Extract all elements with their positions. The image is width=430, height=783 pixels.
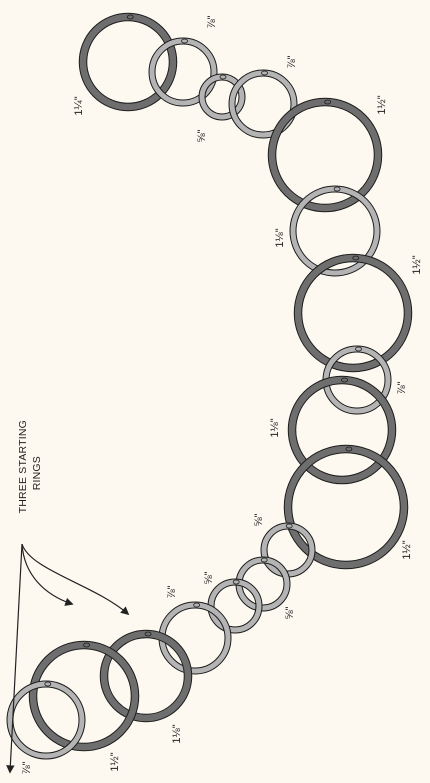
ring-seam	[285, 523, 293, 529]
ring-body	[284, 445, 408, 569]
ring-body	[149, 38, 217, 106]
ring-size-label: 1½"	[109, 752, 121, 771]
rings-layer	[6, 12, 413, 760]
ring-seam	[355, 346, 362, 352]
ring-seam	[232, 579, 240, 585]
ring-16	[28, 640, 140, 752]
ring-seam	[219, 74, 227, 80]
ring-size-label: 1½"	[376, 95, 388, 114]
ring-body	[79, 13, 177, 111]
ring-9	[287, 375, 397, 485]
ring-seam	[193, 602, 201, 608]
ring-seam	[181, 38, 188, 44]
ring-seam	[261, 70, 268, 76]
ring-5	[267, 97, 383, 213]
ring-size-labels: 1¼" ⅞" ⅝" ⅞" 1½" 1⅛" 1½" ⅞" 1⅛" 1½" ⅝" ⅝" ⅝" ⅞" 1⅛" 1½"…	[21, 15, 423, 774]
ring-6	[289, 185, 381, 277]
ring-15	[99, 629, 193, 723]
ring-2	[148, 37, 218, 107]
ring-10	[283, 444, 409, 570]
ring-4	[228, 69, 298, 139]
ring-17	[6, 680, 86, 760]
ring-size-label: ⅞"	[206, 15, 218, 28]
ring-size-label: 1¼"	[73, 96, 85, 115]
ring-size-label: ⅞"	[396, 381, 408, 394]
ring-seam	[126, 14, 134, 20]
ring-7	[293, 253, 413, 373]
ring-size-label: 1⅛"	[269, 418, 281, 437]
ring-size-label: 1½"	[401, 540, 413, 559]
ring-size-label: ⅝"	[284, 606, 296, 619]
callout-arrow-2	[21, 543, 74, 606]
ring-size-label: 1⅛"	[171, 724, 183, 743]
ring-size-label: 1½"	[411, 255, 423, 274]
ring-body	[29, 641, 139, 751]
ring-size-label: ⅞"	[286, 55, 298, 68]
ring-body	[290, 186, 380, 276]
ring-3	[198, 73, 246, 121]
ring-body	[288, 376, 396, 484]
ring-size-label: ⅝"	[203, 571, 215, 584]
ring-body	[199, 74, 245, 120]
ring-seam	[341, 377, 348, 383]
ring-size-label: 1⅛"	[274, 228, 286, 247]
ring-body	[7, 681, 85, 759]
callout-arrow-3	[21, 543, 130, 616]
ring-1	[78, 12, 178, 112]
ring-seam	[44, 681, 52, 687]
ring-seam	[144, 631, 152, 637]
ring-body	[229, 70, 297, 138]
callout-arrow-1	[6, 543, 23, 774]
ring-size-label: ⅝"	[253, 513, 265, 526]
ring-seam	[324, 99, 332, 105]
ring-body	[100, 630, 192, 722]
callout-text-line1: THREE STARTING	[17, 420, 29, 513]
ring-seam	[345, 446, 353, 452]
ring-size-label: ⅞"	[21, 761, 33, 774]
callout-text-line2: RINGS	[31, 456, 43, 490]
ring-size-label: ⅝"	[196, 129, 208, 142]
ring-seam	[333, 186, 341, 192]
ring-seam	[83, 642, 90, 648]
ring-seam	[352, 255, 360, 261]
ring-14	[158, 601, 232, 675]
ring-seam	[260, 557, 268, 563]
ring-size-label: ⅞"	[166, 585, 178, 598]
starting-rings-callout: THREE STARTING RINGS	[6, 420, 130, 774]
